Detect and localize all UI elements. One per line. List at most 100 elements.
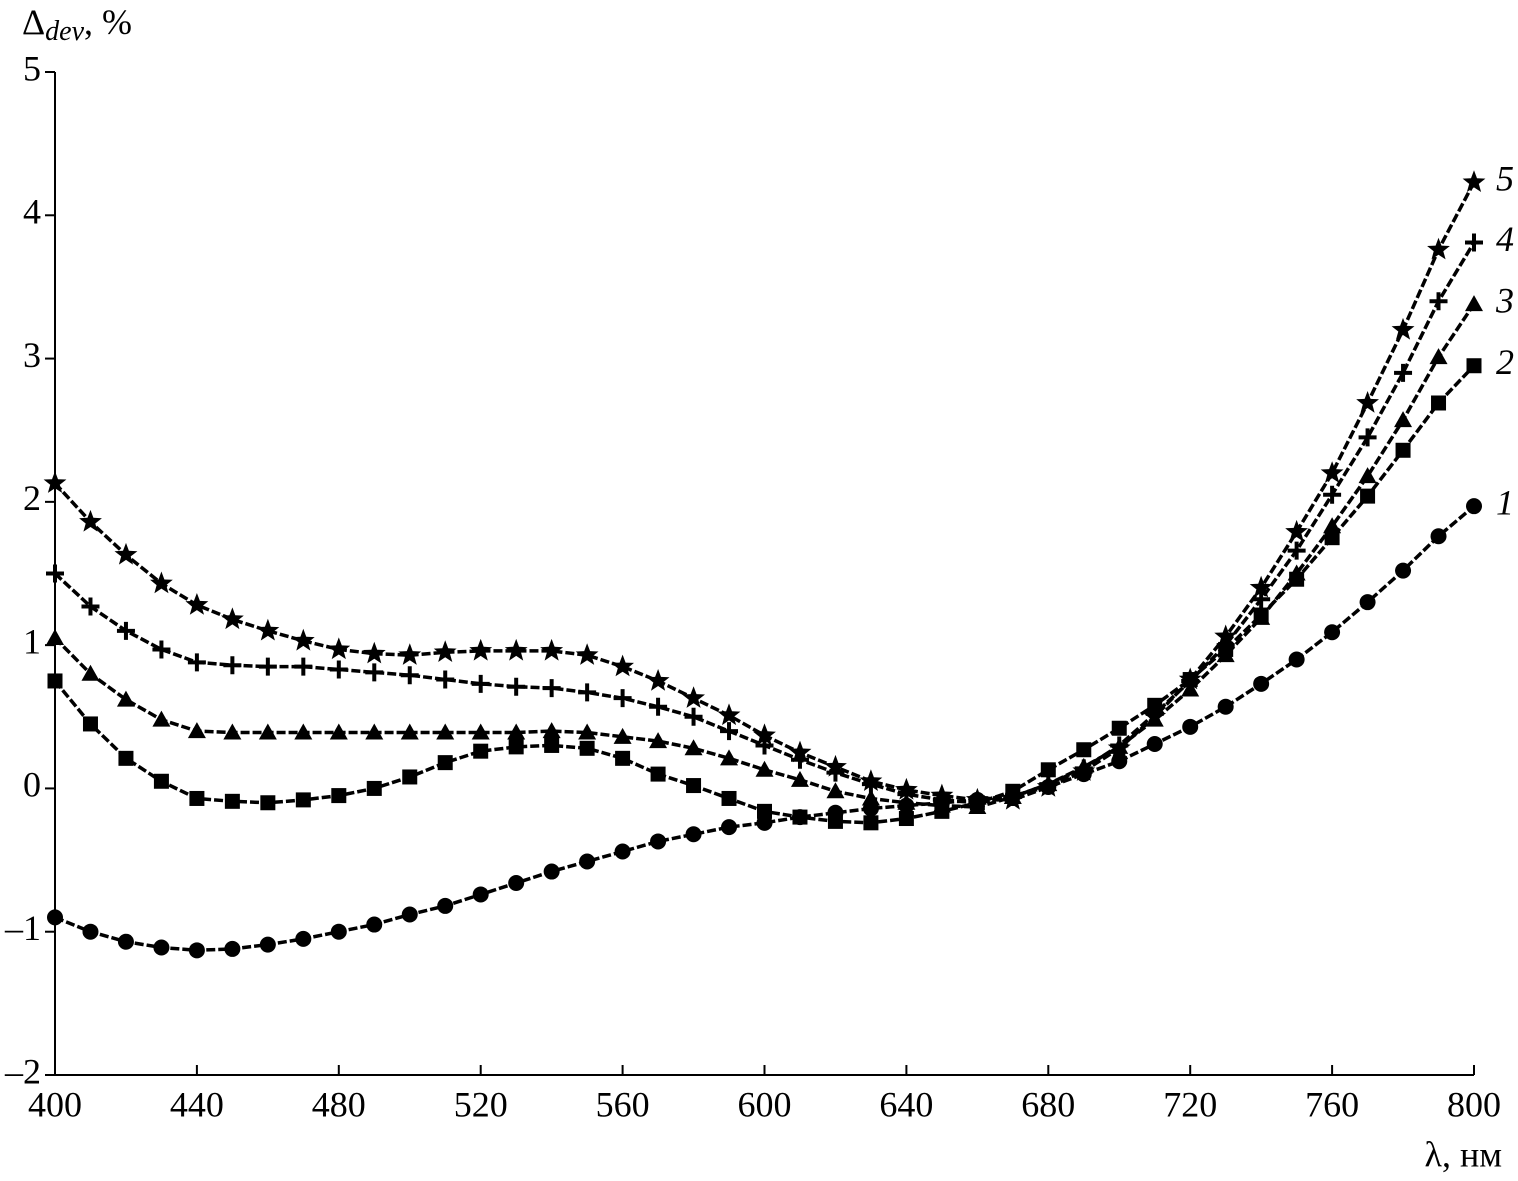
marker [153, 773, 169, 789]
marker [579, 853, 596, 870]
marker [930, 783, 954, 806]
x-axis-label: λ, нм [1424, 1134, 1502, 1174]
marker [685, 826, 702, 843]
marker [1427, 237, 1450, 260]
marker [614, 843, 631, 860]
marker [331, 788, 347, 804]
marker [469, 638, 493, 661]
series-label: 2 [1496, 342, 1514, 382]
marker [1249, 575, 1273, 598]
y-label-rest: , % [84, 2, 132, 42]
marker [1324, 624, 1341, 641]
marker [224, 793, 240, 809]
marker [436, 670, 455, 689]
marker [1040, 762, 1056, 778]
marker [646, 669, 670, 691]
y-label-sub: dev [45, 16, 84, 47]
y-tick-label: –2 [4, 1051, 41, 1091]
marker [473, 743, 489, 759]
series-line [53, 181, 1476, 802]
series-line [54, 504, 1476, 953]
marker [259, 936, 276, 953]
marker [150, 571, 173, 594]
marker [402, 769, 418, 785]
marker [152, 640, 171, 659]
marker [152, 710, 171, 727]
marker [684, 707, 703, 726]
marker [185, 593, 209, 615]
marker [721, 819, 738, 836]
marker [1288, 651, 1305, 668]
marker [1111, 720, 1127, 736]
marker [1395, 562, 1412, 579]
marker [613, 727, 632, 744]
marker [1394, 411, 1413, 428]
marker [1111, 753, 1128, 770]
marker [1358, 467, 1377, 484]
marker [755, 760, 774, 777]
marker [1146, 736, 1163, 753]
marker [540, 638, 564, 661]
marker [507, 723, 526, 740]
marker [436, 723, 455, 740]
y-tick-label: 3 [23, 335, 41, 375]
marker [47, 909, 63, 926]
marker [329, 723, 348, 740]
marker [1285, 519, 1308, 542]
y-tick-label: 2 [23, 478, 41, 518]
marker [1430, 528, 1447, 545]
marker [792, 809, 808, 825]
x-tick-label: 760 [1305, 1084, 1359, 1124]
marker [366, 916, 383, 933]
marker [1182, 718, 1199, 735]
x-tick-label: 800 [1447, 1084, 1501, 1124]
marker [1036, 775, 1060, 797]
marker [187, 653, 206, 672]
marker [1320, 461, 1344, 483]
marker [46, 628, 64, 645]
marker [1178, 667, 1202, 690]
y-tick-label: 0 [23, 765, 41, 805]
marker [1429, 292, 1448, 311]
marker [1359, 594, 1376, 611]
marker [471, 674, 490, 693]
marker [720, 749, 739, 766]
marker [1323, 517, 1342, 534]
marker [863, 815, 879, 831]
marker [824, 754, 847, 777]
marker [82, 716, 98, 732]
marker [1287, 541, 1306, 560]
y-tick-label: 1 [23, 621, 41, 661]
y-tick-label: –1 [4, 908, 41, 948]
marker [1252, 590, 1271, 609]
marker [1072, 759, 1096, 781]
x-tick-label: 640 [879, 1084, 933, 1124]
marker [720, 722, 739, 741]
marker [472, 886, 489, 903]
marker [650, 833, 667, 850]
marker [898, 811, 914, 827]
series-label: 5 [1496, 159, 1514, 199]
marker [650, 766, 666, 782]
marker [46, 564, 64, 583]
marker [223, 656, 242, 675]
marker [362, 641, 386, 664]
marker [437, 897, 454, 914]
marker [859, 769, 883, 791]
marker [542, 679, 561, 698]
marker [508, 739, 524, 755]
marker [611, 654, 634, 677]
marker [507, 677, 526, 696]
marker [47, 673, 63, 689]
marker [1462, 170, 1486, 192]
marker [221, 607, 244, 630]
marker [1323, 485, 1342, 504]
marker [1287, 564, 1306, 581]
marker [753, 723, 776, 746]
marker [401, 906, 418, 923]
y-tick-label: 5 [23, 48, 41, 88]
marker [79, 509, 102, 532]
marker [1431, 395, 1447, 411]
marker [1466, 498, 1482, 515]
